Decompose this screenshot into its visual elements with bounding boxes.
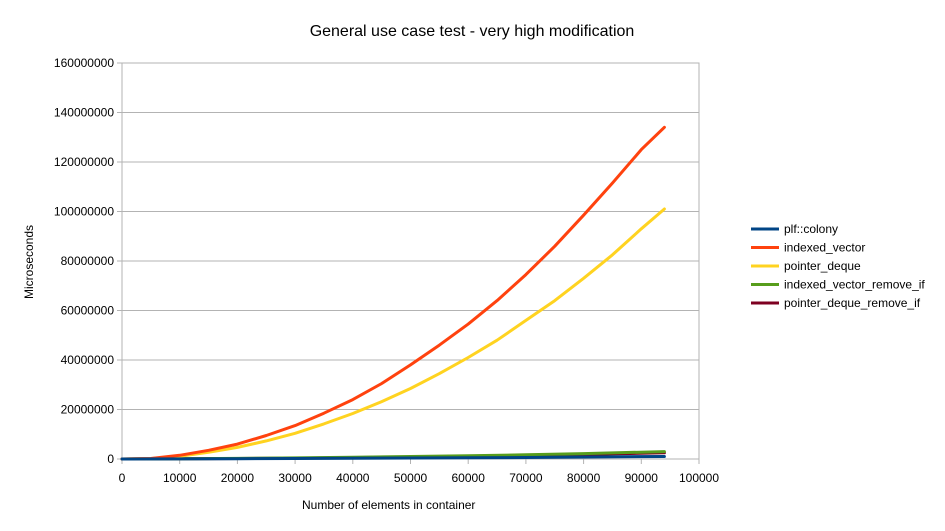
series-line-indexed-vector [120,125,666,461]
x-tick-label: 60000 [452,471,486,485]
legend-label: plf::colony [784,222,838,236]
chart-title: General use case test - very high modifi… [310,23,635,40]
legend-label: pointer_deque_remove_if [784,296,921,310]
x-tick-label: 40000 [336,471,370,485]
series-line-pointer-deque [120,207,666,461]
x-tick-label: 10000 [163,471,197,485]
legend-label: indexed_vector [784,241,865,255]
y-axis-title: Microseconds [22,225,36,299]
series-lines [120,125,666,461]
y-tick-label: 0 [107,452,114,466]
x-tick-label: 100000 [679,471,719,485]
y-tick-label: 40000000 [61,353,115,367]
x-tick-label: 50000 [394,471,428,485]
series-line-plf-colony [120,455,666,461]
legend-label: pointer_deque [784,259,861,273]
x-axis-ticks: 0 10000 20000 30000 40000 50000 60000 70000 8000… [119,459,719,485]
x-tick-label: 0 [119,471,126,485]
x-tick-label: 30000 [278,471,312,485]
x-tick-label: 80000 [567,471,601,485]
y-tick-label: 100000000 [54,205,114,219]
x-axis-title: Number of elements in container [302,498,475,512]
y-tick-label: 80000000 [61,254,115,268]
y-tick-label: 20000000 [61,403,115,417]
x-tick-label: 70000 [509,471,543,485]
y-tick-label: 140000000 [54,106,114,120]
legend-label: indexed_vector_remove_if [784,278,925,292]
x-tick-label: 20000 [221,471,255,485]
x-tick-label: 90000 [625,471,659,485]
y-tick-label: 60000000 [61,304,115,318]
y-axis-ticks: 0 20000000 40000000 60000000 80000000 1000000… [54,56,122,466]
legend: plf::colonyindexed_vectorpointer_dequein… [751,222,925,310]
y-tick-label: 120000000 [54,155,114,169]
y-tick-label: 160000000 [54,56,114,70]
